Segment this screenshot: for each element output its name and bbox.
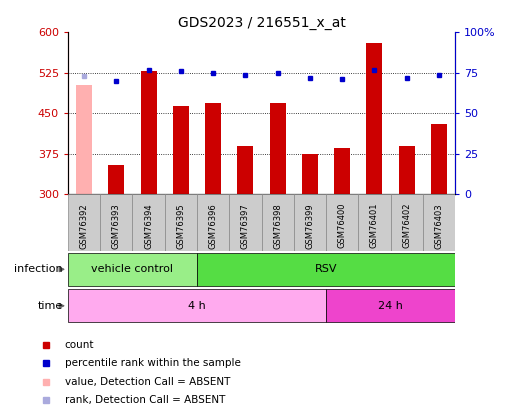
Bar	[108, 165, 124, 194]
Bar	[334, 149, 350, 194]
Bar	[237, 146, 254, 194]
Bar	[229, 194, 262, 251]
Bar	[173, 107, 189, 194]
Text: vehicle control: vehicle control	[92, 264, 174, 274]
Text: GSM76398: GSM76398	[273, 203, 282, 249]
Bar	[197, 194, 229, 251]
Text: GSM76400: GSM76400	[338, 203, 347, 248]
Bar	[68, 194, 100, 251]
Title: GDS2023 / 216551_x_at: GDS2023 / 216551_x_at	[178, 16, 345, 30]
Text: percentile rank within the sample: percentile rank within the sample	[65, 358, 241, 369]
Text: GSM76402: GSM76402	[402, 203, 411, 248]
Text: GSM76393: GSM76393	[112, 203, 121, 249]
Bar	[165, 194, 197, 251]
Bar	[197, 253, 455, 286]
Bar	[423, 194, 455, 251]
Bar	[366, 43, 382, 194]
Text: GSM76394: GSM76394	[144, 203, 153, 249]
Text: GSM76392: GSM76392	[79, 203, 88, 249]
Bar	[141, 71, 157, 194]
Text: time: time	[38, 301, 63, 311]
Text: GSM76395: GSM76395	[176, 203, 185, 249]
Text: 24 h: 24 h	[378, 301, 403, 311]
Text: GSM76403: GSM76403	[435, 203, 444, 249]
Bar	[68, 289, 326, 322]
Bar	[326, 289, 455, 322]
Text: 4 h: 4 h	[188, 301, 206, 311]
Text: GSM76397: GSM76397	[241, 203, 250, 249]
Text: GSM76401: GSM76401	[370, 203, 379, 248]
Bar	[132, 194, 165, 251]
Bar	[269, 102, 286, 194]
Bar	[76, 85, 92, 194]
Bar	[68, 253, 197, 286]
Text: RSV: RSV	[315, 264, 337, 274]
Bar	[391, 194, 423, 251]
Bar	[100, 194, 132, 251]
Text: infection: infection	[14, 264, 63, 274]
Text: GSM76396: GSM76396	[209, 203, 218, 249]
Bar	[205, 102, 221, 194]
Text: GSM76399: GSM76399	[305, 203, 314, 249]
Bar	[294, 194, 326, 251]
Bar	[326, 194, 358, 251]
Bar	[358, 194, 391, 251]
Text: value, Detection Call = ABSENT: value, Detection Call = ABSENT	[65, 377, 230, 387]
Bar	[262, 194, 294, 251]
Text: count: count	[65, 340, 94, 350]
Bar	[302, 154, 318, 194]
Bar	[399, 146, 415, 194]
Bar	[431, 124, 447, 194]
Text: rank, Detection Call = ABSENT: rank, Detection Call = ABSENT	[65, 395, 225, 405]
